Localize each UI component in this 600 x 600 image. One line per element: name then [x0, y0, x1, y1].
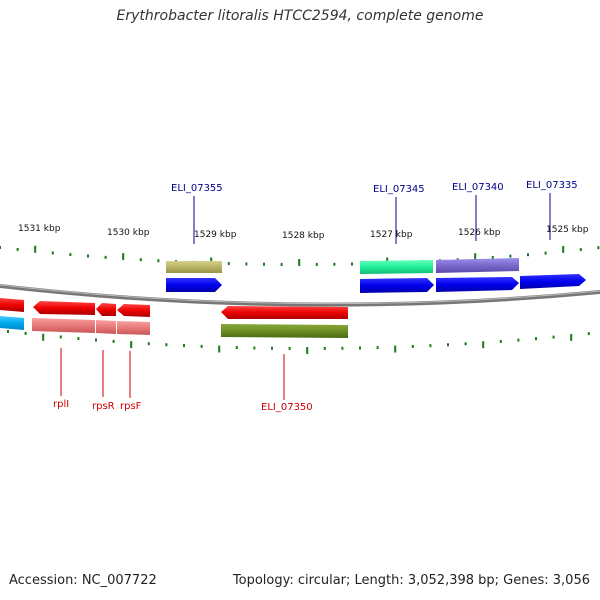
- scale-label: 1529 kbp: [194, 230, 237, 240]
- feature-eli-07350-cds[interactable]: [221, 306, 348, 319]
- gene-label-eli-07350[interactable]: ELI_07350: [261, 402, 313, 413]
- feature-rpli-gene[interactable]: [32, 318, 95, 333]
- feature-eli-07340-gene[interactable]: [436, 258, 519, 273]
- feature-eli-07355-gene[interactable]: [166, 261, 222, 273]
- scale-label: 1526 kbp: [458, 228, 501, 238]
- scale-labels: 1531 kbp 1530 kbp 1529 kbp 1528 kbp 1527…: [18, 224, 589, 241]
- feature-left-reverse-gene[interactable]: [0, 316, 24, 330]
- gene-label-rpli[interactable]: rplI: [53, 399, 69, 410]
- feature-eli-07345-gene[interactable]: [360, 260, 433, 274]
- scale-label: 1527 kbp: [370, 230, 413, 240]
- feature-rpsf-cds[interactable]: [117, 304, 150, 317]
- genome-stats-label: Topology: circular; Length: 3,052,398 bp…: [232, 573, 590, 588]
- gene-label-eli-07340[interactable]: ELI_07340: [452, 182, 504, 193]
- gene-label-eli-07345[interactable]: ELI_07345: [373, 184, 425, 195]
- feature-left-reverse-cds[interactable]: [0, 298, 24, 312]
- forward-features: [166, 258, 586, 293]
- scale-label: 1528 kbp: [282, 231, 325, 241]
- feature-rpsr-gene[interactable]: [96, 320, 116, 334]
- feature-eli-07350-gene[interactable]: [221, 324, 348, 338]
- feature-rpsr-cds[interactable]: [96, 303, 116, 316]
- feature-eli-07340-cds[interactable]: [436, 277, 519, 292]
- gene-label-eli-07355[interactable]: ELI_07355: [171, 183, 223, 194]
- accession-label: Accession: NC_007722: [9, 573, 157, 588]
- feature-eli-07345-cds[interactable]: [360, 278, 434, 293]
- feature-eli-07355-cds[interactable]: [166, 278, 222, 292]
- gene-label-rpsf[interactable]: rpsF: [120, 401, 142, 412]
- scale-label: 1531 kbp: [18, 224, 61, 234]
- genome-backbone: [0, 284, 600, 307]
- feature-eli-07335-cds[interactable]: [520, 274, 586, 289]
- genome-backbone-highlight: [0, 284, 600, 305]
- reverse-features: [0, 298, 348, 338]
- scale-label: 1525 kbp: [546, 225, 589, 235]
- bottom-scale-ticks: [7, 330, 590, 354]
- scale-label: 1530 kbp: [107, 228, 150, 238]
- gene-label-rpsr[interactable]: rpsR: [92, 401, 115, 412]
- bottom-gene-labels: rplI rpsR rpsF ELI_07350: [53, 348, 313, 413]
- top-gene-labels: ELI_07355 ELI_07345 ELI_07340 ELI_07335: [171, 180, 578, 244]
- feature-rpli-cds[interactable]: [33, 301, 95, 315]
- feature-rpsf-gene[interactable]: [117, 321, 150, 335]
- gene-label-eli-07335[interactable]: ELI_07335: [526, 180, 578, 191]
- map-title: Erythrobacter litoralis HTCC2594, comple…: [116, 8, 484, 24]
